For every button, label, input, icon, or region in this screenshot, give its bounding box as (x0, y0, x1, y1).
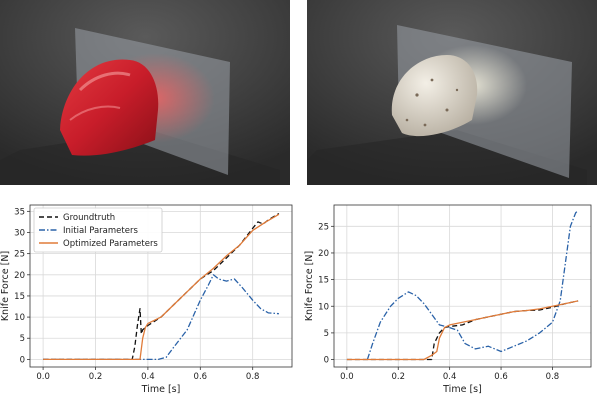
y-axis-label: Knife Force [N] (304, 251, 315, 321)
x-tick-label: 0.4 (141, 372, 155, 382)
x-tick-label: 0.2 (391, 372, 405, 382)
y-tick-label: 5 (324, 329, 329, 339)
apple (60, 59, 159, 156)
series-line-optimized-parameters (43, 213, 280, 361)
y-tick-label: 30 (14, 228, 25, 238)
plot-frame (333, 204, 592, 368)
force-plot-apple: 0.0 0.2 0.4 0.6 0.8 0 5 10 15 20 25 30 35 Time [s] Kni… (0, 195, 298, 400)
legend-label: Optimized Parameters (63, 239, 158, 249)
series-line-optimized-parameters (346, 300, 579, 361)
x-axis-label: Time [s] (442, 384, 482, 395)
x-tick-label: 0.6 (194, 372, 208, 382)
x-tick-label: 0.8 (546, 372, 560, 382)
x-tick-label: 0.2 (89, 372, 103, 382)
y-tick-label: 25 (318, 222, 329, 232)
y-tick-label: 10 (14, 313, 25, 323)
x-tick-label: 0.8 (246, 372, 260, 382)
potato (391, 55, 478, 137)
x-tick-label: 0.0 (340, 372, 354, 382)
y-tick-label: 10 (318, 302, 329, 312)
render-apple-cutting (0, 0, 290, 185)
force-plot-potato: 0.0 0.2 0.4 0.6 0.8 0 5 10 15 20 25 Time [s] Knife F… (298, 195, 597, 400)
y-tick-label: 35 (14, 207, 25, 217)
y-tick-label: 20 (14, 271, 25, 281)
legend-label: Groundtruth (63, 213, 115, 223)
floor-shadow (307, 130, 587, 185)
y-tick-label: 0 (324, 356, 329, 366)
plot-area (334, 205, 591, 367)
y-axis-label: Knife Force [N] (0, 251, 11, 321)
plot-frame (29, 204, 293, 368)
x-axis-label: Time [s] (141, 384, 181, 395)
y-tick-label: 5 (20, 334, 25, 344)
legend-label: Initial Parameters (63, 226, 138, 236)
x-tick-label: 0.6 (494, 372, 508, 382)
y-tick-label: 15 (14, 292, 25, 302)
y-tick-label: 20 (318, 249, 329, 259)
x-tick-label: 0.0 (36, 372, 50, 382)
x-tick-label: 0.4 (443, 372, 457, 382)
y-tick-label: 15 (318, 276, 329, 286)
series-line-initial-parameters (366, 209, 579, 360)
series-line-initial-parameters (43, 274, 279, 361)
y-tick-label: 25 (14, 250, 25, 260)
series-line-groundtruth (346, 300, 579, 361)
render-potato-cutting (307, 0, 597, 185)
y-tick-label: 0 (20, 355, 25, 365)
legend (33, 207, 163, 253)
